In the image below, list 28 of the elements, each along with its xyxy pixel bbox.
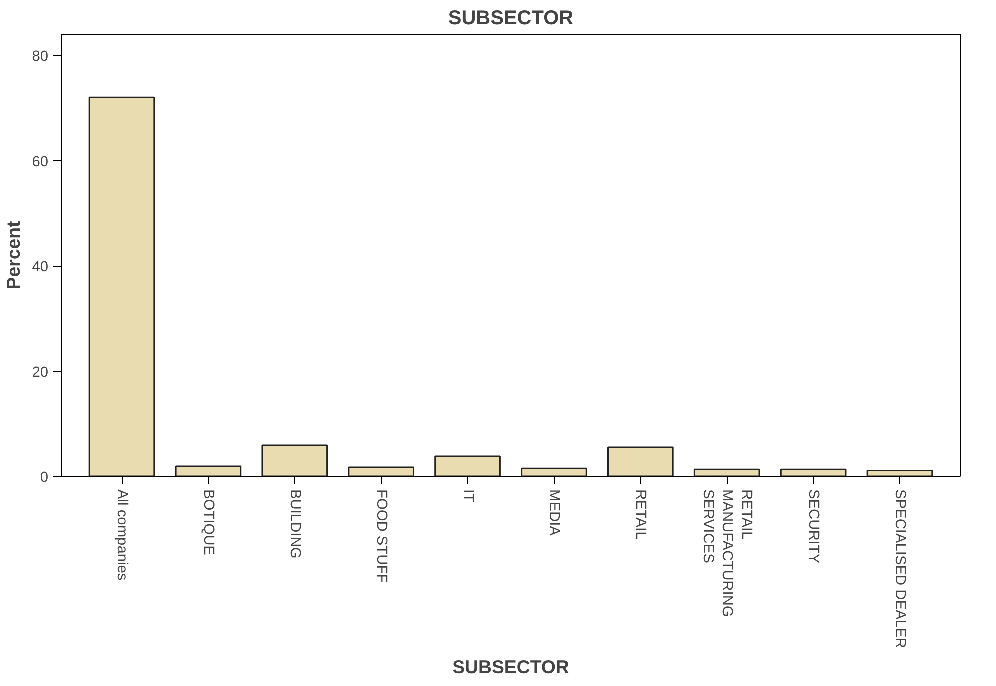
bar — [694, 468, 760, 476]
bar — [521, 468, 588, 476]
x-tick-label: IT — [460, 490, 476, 503]
bar — [88, 96, 156, 476]
x-axis-title: SUBSECTOR — [452, 656, 570, 678]
x-tick-label: All companies — [114, 490, 130, 581]
bar — [866, 470, 934, 476]
x-tick-label: FOOD STUFF — [373, 490, 390, 584]
bar — [434, 456, 501, 476]
y-tick-label: 20 — [32, 364, 49, 381]
bar — [780, 468, 847, 476]
y-tick-label: 0 — [40, 470, 49, 486]
y-tick-label: 80 — [32, 49, 49, 66]
x-tick-label: SECURITY — [806, 490, 822, 564]
x-tick-label: BOTIQUE — [200, 490, 216, 556]
bar — [175, 466, 242, 476]
y-tick-label: 60 — [32, 154, 49, 170]
x-tick-label: RETAIL MANUFACTURING SERVICES — [700, 490, 754, 618]
y-axis-title: Percent — [3, 221, 24, 290]
x-tick-label: RETAIL — [632, 490, 649, 540]
bar — [348, 466, 414, 476]
y-tick-label: 40 — [32, 260, 49, 276]
x-tick-label: SPECIALISED DEALER — [892, 490, 908, 648]
chart-title: SUBSECTOR — [448, 8, 574, 30]
bar — [262, 444, 328, 476]
x-tick-label: MEDIA — [546, 490, 562, 536]
x-tick-label: BUILDING — [286, 490, 303, 559]
bar — [608, 446, 674, 476]
